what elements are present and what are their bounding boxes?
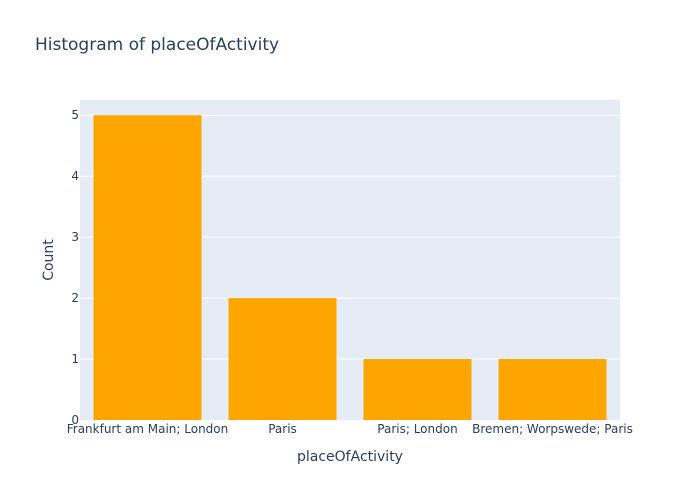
bar	[363, 359, 472, 420]
bar	[498, 359, 607, 420]
chart-title: Histogram of placeOfActivity	[35, 35, 279, 55]
y-tick-label: 4	[71, 169, 79, 183]
y-tick-label: 3	[71, 230, 79, 244]
y-tick-label: 5	[71, 108, 79, 122]
bars	[93, 115, 607, 420]
x-tick-label: Frankfurt am Main; London	[67, 422, 229, 436]
x-axis-title: placeOfActivity	[297, 449, 403, 465]
y-axis-title: Count	[41, 239, 57, 281]
y-tick-label: 1	[71, 352, 79, 366]
x-tick-label: Bremen; Worpswede; Paris	[472, 422, 633, 436]
bar	[93, 115, 202, 420]
x-tick-label: Paris; London	[377, 422, 457, 436]
y-tick-label: 2	[71, 291, 79, 305]
x-tick-label: Paris	[268, 422, 297, 436]
bar	[228, 298, 337, 420]
y-tick-label: 0	[71, 413, 79, 427]
x-tick-labels: Frankfurt am Main; London Paris Paris; Lon…	[67, 422, 633, 436]
y-tick-labels: 0 1 2 3 4 5	[71, 108, 79, 427]
